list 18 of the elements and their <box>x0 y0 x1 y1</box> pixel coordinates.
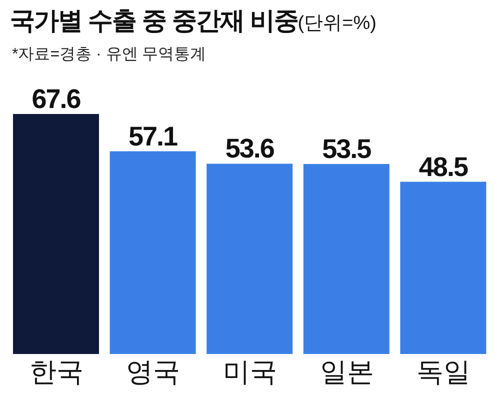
data-label: 53.6 <box>225 134 275 164</box>
x-tick-label: 일본 <box>320 357 374 388</box>
data-label: 48.5 <box>418 152 468 182</box>
bar <box>13 114 99 354</box>
text: (단위=%) <box>298 13 376 34</box>
bar <box>110 151 196 354</box>
chart-title: 국가별 수출 중 중간재 비중 <box>10 7 298 35</box>
data-label: 67.6 <box>32 84 82 114</box>
x-tick-label: 미국 <box>223 357 277 388</box>
text: *자료=경총 · 유엔 무역통계 <box>12 45 206 65</box>
bar <box>206 164 293 354</box>
x-tick-label: 한국 <box>29 357 84 388</box>
bar <box>303 164 390 354</box>
x-tick-label: 영국 <box>126 357 180 388</box>
data-label: 53.5 <box>322 134 372 164</box>
data-label: 57.1 <box>128 121 178 152</box>
bar <box>400 182 486 354</box>
x-tick-label: 독일 <box>416 357 471 388</box>
